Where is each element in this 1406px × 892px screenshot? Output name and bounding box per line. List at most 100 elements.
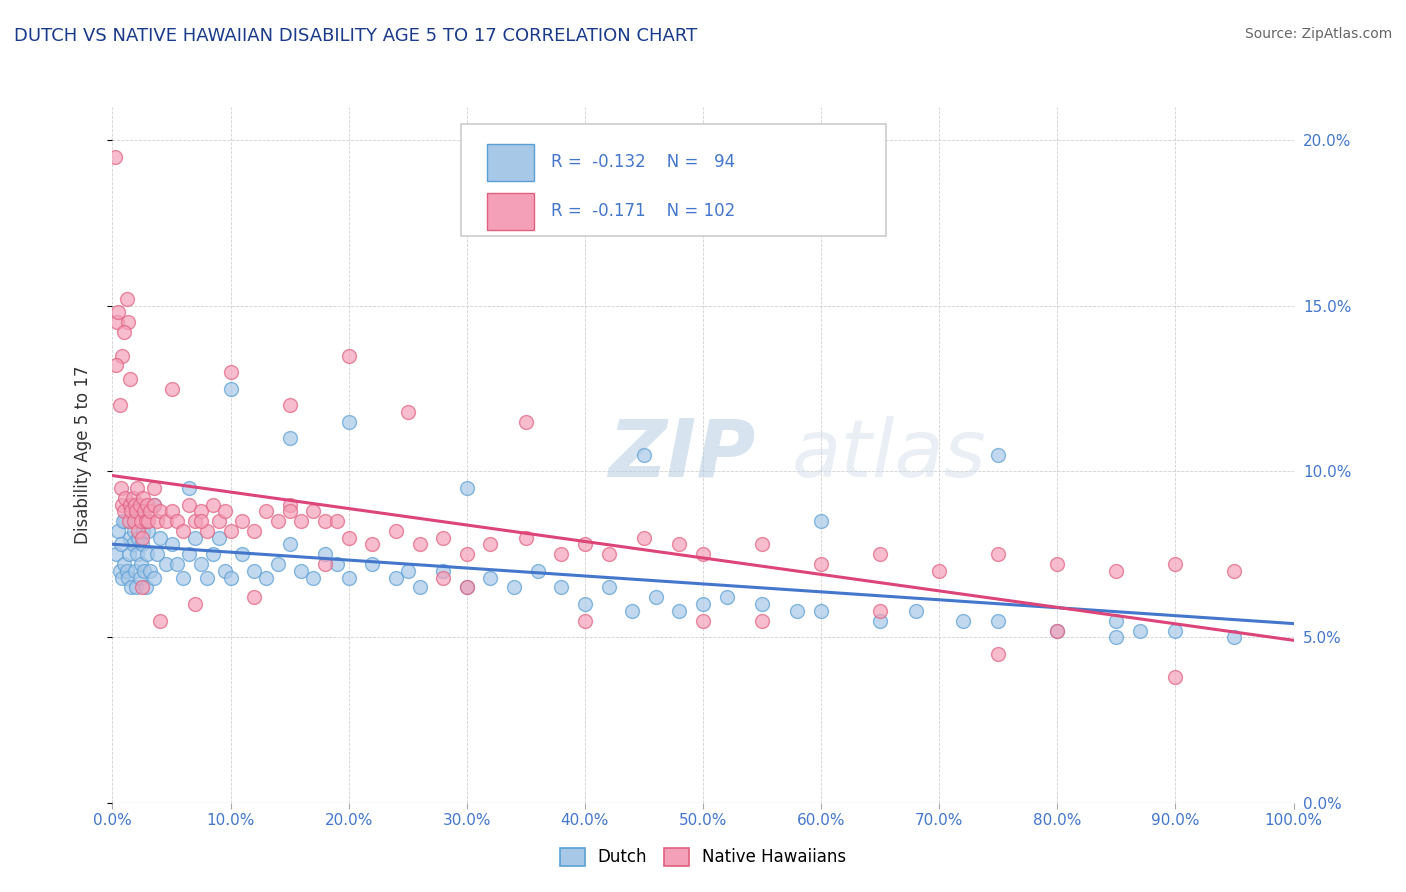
Y-axis label: Disability Age 5 to 17: Disability Age 5 to 17 <box>73 366 91 544</box>
Point <box>195 524 218 538</box>
Point <box>869 547 891 561</box>
Point <box>149 531 172 545</box>
Point <box>135 498 157 512</box>
Point <box>692 597 714 611</box>
Point <box>155 514 177 528</box>
Point <box>124 498 146 512</box>
Point <box>456 481 478 495</box>
Point <box>160 537 183 551</box>
Point <box>408 581 430 595</box>
Point <box>125 504 148 518</box>
Point <box>139 564 162 578</box>
Point <box>111 498 134 512</box>
Point <box>456 581 478 595</box>
Point <box>134 564 156 578</box>
Point <box>1164 624 1187 638</box>
Point <box>135 547 157 561</box>
Text: R =  -0.132    N =   94: R = -0.132 N = 94 <box>551 153 735 171</box>
Point <box>208 531 231 545</box>
Point <box>112 504 135 518</box>
Point <box>621 604 644 618</box>
Point <box>243 564 266 578</box>
Point <box>385 570 408 584</box>
Point <box>131 531 153 545</box>
FancyBboxPatch shape <box>486 193 534 230</box>
Point <box>107 524 129 538</box>
Point <box>136 514 159 528</box>
Point <box>214 504 236 518</box>
Point <box>385 524 408 538</box>
Point <box>219 365 242 379</box>
Point <box>131 537 153 551</box>
Point <box>190 504 212 518</box>
Point <box>810 604 832 618</box>
Point <box>142 570 165 584</box>
Point <box>135 514 157 528</box>
Point <box>396 405 419 419</box>
Point <box>278 504 301 518</box>
Point <box>952 614 974 628</box>
Point <box>127 547 149 561</box>
Point <box>574 614 596 628</box>
Point <box>574 597 596 611</box>
Point <box>125 581 148 595</box>
Point <box>142 481 165 495</box>
Point <box>128 498 150 512</box>
Point <box>1164 558 1187 572</box>
Point <box>928 564 950 578</box>
Point <box>166 514 188 528</box>
Point <box>120 498 142 512</box>
Point <box>231 514 253 528</box>
Point <box>987 547 1010 561</box>
Point <box>751 537 773 551</box>
Point <box>201 498 224 512</box>
Point <box>1046 624 1069 638</box>
Point <box>121 491 143 505</box>
Point <box>120 531 142 545</box>
Point <box>134 504 156 518</box>
Point <box>1105 564 1128 578</box>
Point <box>432 564 454 578</box>
Point <box>110 481 132 495</box>
Point <box>408 537 430 551</box>
Point <box>869 614 891 628</box>
Point <box>668 537 690 551</box>
Point <box>112 326 135 340</box>
Point <box>810 558 832 572</box>
Point <box>132 524 155 538</box>
Point <box>278 498 301 512</box>
Point <box>267 558 290 572</box>
Point <box>243 524 266 538</box>
Point <box>142 498 165 512</box>
Point <box>1164 670 1187 684</box>
Point <box>254 570 277 584</box>
Point <box>869 604 891 618</box>
Point <box>692 547 714 561</box>
Point <box>231 547 253 561</box>
Point <box>302 570 325 584</box>
Point <box>114 514 136 528</box>
Point <box>208 514 231 528</box>
Point <box>127 524 149 538</box>
Point <box>243 591 266 605</box>
Point <box>128 570 150 584</box>
Point <box>314 514 336 528</box>
Point <box>132 491 155 505</box>
Point <box>987 614 1010 628</box>
Point <box>1129 624 1152 638</box>
Point <box>751 597 773 611</box>
Point <box>314 558 336 572</box>
Point <box>142 498 165 512</box>
Point <box>598 581 620 595</box>
Point <box>786 604 808 618</box>
Point <box>267 514 290 528</box>
Point <box>105 359 128 373</box>
Point <box>135 581 157 595</box>
Point <box>302 504 325 518</box>
Point <box>117 570 139 584</box>
Point <box>396 564 419 578</box>
Point <box>1223 630 1246 644</box>
Point <box>550 547 572 561</box>
Point <box>118 547 141 561</box>
Point <box>190 558 212 572</box>
